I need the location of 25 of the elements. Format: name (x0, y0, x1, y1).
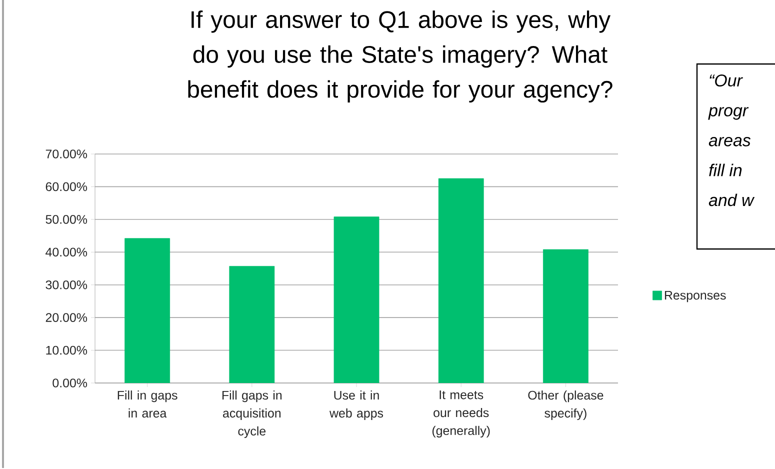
y-tick-label: 10.00% (46, 346, 88, 355)
x-tick-label: Fill in gaps in area (118, 390, 178, 418)
x-tick-label: Fill gaps in acquisition cycle (222, 390, 282, 438)
y-tick-label: 30.00% (46, 280, 88, 290)
y-tick-label: 70.00% (46, 150, 88, 158)
bar (543, 249, 588, 383)
chart-title: If your answer to Q1 above is yes, why do you use the State's imagery? What benefit does it provide for your agency? (188, 10, 612, 103)
x-tick-label: Use it in web apps (329, 390, 384, 420)
x-tick-label: It meets our needs (generally) (432, 390, 490, 438)
legend-label: Responses (664, 290, 726, 302)
y-tick-label: 20.00% (46, 313, 88, 322)
y-tick-label: 50.00% (46, 215, 88, 224)
text: progr (708, 107, 749, 120)
bar (124, 238, 170, 383)
y-tick-label: 40.00% (46, 248, 88, 257)
bar (229, 266, 275, 383)
y-tick-label: 60.00% (46, 182, 88, 192)
x-tick-label: Other (please specify) (528, 390, 604, 420)
text: fill in (709, 164, 742, 176)
text: areas (708, 137, 751, 146)
text: and w (708, 194, 755, 206)
y-tick-label: 0.00% (52, 378, 88, 388)
bar (334, 216, 380, 383)
bar (438, 178, 484, 383)
text: “Our (710, 74, 743, 87)
